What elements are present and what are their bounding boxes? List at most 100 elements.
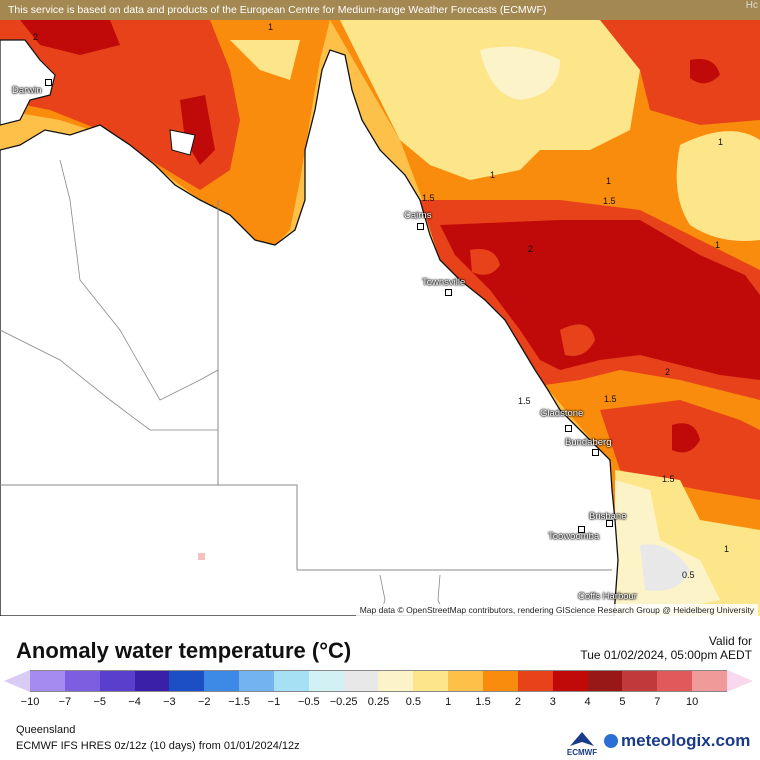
contour-label: 2 xyxy=(665,367,671,377)
colorbar-swatch xyxy=(552,671,588,691)
valid-time: Tue 01/02/2024, 05:00pm AEDT xyxy=(580,648,752,662)
region-name: Queensland xyxy=(16,724,76,736)
data-source-banner: This service is based on data and produc… xyxy=(0,0,760,20)
colorbar-swatch xyxy=(99,671,135,691)
anomaly-zone-gulf-3b xyxy=(180,95,215,165)
colorbar-swatch xyxy=(273,671,309,691)
contour-label: 1 xyxy=(724,544,730,554)
colorbar xyxy=(30,670,727,692)
colorbar-swatch xyxy=(30,671,65,691)
colorbar-tick-label: 4 xyxy=(584,696,591,708)
colorbar-swatch xyxy=(657,671,693,691)
contour-label: 1.5 xyxy=(518,396,531,406)
anomaly-zone-3 xyxy=(440,220,760,380)
valid-label: Valid for xyxy=(708,634,752,648)
contour-label: 1 xyxy=(490,170,496,180)
anomaly-zone-3-ne xyxy=(690,59,720,84)
city-dot-townsville xyxy=(445,289,452,296)
contour-label: 2 xyxy=(33,32,39,42)
colorbar-tick-label: 7 xyxy=(654,696,661,708)
city-label-brisbane[interactable]: Brisbane xyxy=(589,511,627,522)
anomaly-zone-2-ne xyxy=(600,20,760,125)
anomaly-zone-gulf-pale xyxy=(230,40,300,80)
ecmwf-label: ECMWF xyxy=(566,748,598,757)
contour-label: 1.5 xyxy=(422,193,435,203)
contour-label: 1 xyxy=(606,176,612,186)
colorbar-swatch xyxy=(448,671,483,691)
contour-label: 1.5 xyxy=(662,474,675,484)
colorbar-tick-label: −3 xyxy=(163,696,176,708)
anomaly-zone-gulf-3 xyxy=(20,20,120,55)
city-label-townsville[interactable]: Townsville xyxy=(422,277,466,288)
legend-title: Anomaly water temperature (°C) xyxy=(16,638,352,663)
groote-island xyxy=(169,129,196,156)
colorbar-swatch xyxy=(204,671,240,691)
colorbar-arrow-right xyxy=(727,670,753,692)
colorbar-tick-label: −7 xyxy=(58,696,72,708)
contour-label: 1 xyxy=(268,22,274,32)
colorbar-swatch xyxy=(343,671,379,691)
colorbar-tick-label: 0.25 xyxy=(367,696,390,708)
colorbar-tick-label: −5 xyxy=(93,696,106,708)
model-info: ECMWF IFS HRES 0z/12z (10 days) from 01/… xyxy=(16,740,300,752)
city-dot-cairns xyxy=(417,223,424,230)
colorbar-swatch xyxy=(622,671,658,691)
anomaly-zone-2-inner xyxy=(560,324,595,356)
small-marker xyxy=(198,553,205,560)
sa-qld-border xyxy=(0,484,298,570)
colorbar-arrow-left xyxy=(4,670,30,692)
darwin-landmass xyxy=(0,39,56,126)
colorbar-swatch xyxy=(587,671,623,691)
colorbar-tick-label: −0.5 xyxy=(297,696,320,708)
contour-label: 1.5 xyxy=(604,394,617,404)
colorbar-swatch xyxy=(64,671,100,691)
city-dot-bundaberg xyxy=(592,449,599,456)
colorbar-tick-label: 3 xyxy=(549,696,556,708)
contour-label: 1 xyxy=(715,240,721,250)
ecmwf-logo-icon xyxy=(570,732,594,746)
colorbar-tick-label: −2 xyxy=(197,696,211,708)
colorbar-tick-label: −0.25 xyxy=(329,696,358,708)
australia-landmass xyxy=(0,49,619,616)
city-label-coffs-harbour[interactable]: Coffs Harbour xyxy=(578,591,637,602)
colorbar-tick-label: 1 xyxy=(445,696,452,708)
anomaly-zone-neutral xyxy=(640,544,690,591)
city-dot-brisbane xyxy=(606,520,613,527)
city-label-darwin[interactable]: Darwin xyxy=(12,85,42,96)
anomaly-zone-0-5-1 xyxy=(340,20,640,180)
contour-label: 2 xyxy=(528,244,534,254)
meteologix-logo[interactable]: meteologix.com xyxy=(604,731,750,751)
city-dot-toowoomba xyxy=(578,526,585,533)
anomaly-zone-2-inner-b xyxy=(470,249,500,275)
colorbar-swatch xyxy=(239,671,274,691)
colorbar-tick-label: 5 xyxy=(619,696,626,708)
colorbar-swatch xyxy=(692,671,727,691)
anomaly-zone-east xyxy=(676,131,760,241)
contour-label: 1.5 xyxy=(603,196,616,206)
anomaly-zone-south-pale xyxy=(615,480,720,616)
colorbar-tick-label: 1.5 xyxy=(475,696,491,708)
corner-mark: Hc xyxy=(745,0,758,11)
colorbar-swatch xyxy=(482,671,518,691)
anomaly-zone-0-25 xyxy=(480,46,560,100)
colorbar-tick-label: −1 xyxy=(267,696,281,708)
city-label-toowoomba[interactable]: Toowoomba xyxy=(548,531,600,542)
city-label-gladstone[interactable]: Gladstone xyxy=(540,408,584,419)
colorbar-swatch xyxy=(517,671,553,691)
anomaly-map-svg xyxy=(0,0,760,616)
colorbar-swatch xyxy=(413,671,449,691)
meteologix-globe-icon xyxy=(604,734,618,748)
contour-label: 0.5 xyxy=(682,570,695,580)
colorbar-tick-label: −4 xyxy=(128,696,141,708)
colorbar-tick-label: −1.5 xyxy=(228,696,250,708)
meteologix-brand: meteologix.com xyxy=(621,731,751,750)
map-canvas[interactable]: This service is based on data and produc… xyxy=(0,0,760,616)
map-attribution[interactable]: Map data © OpenStreetMap contributors, r… xyxy=(355,604,758,616)
region-border-a xyxy=(59,159,219,401)
city-dot-gladstone xyxy=(565,425,572,432)
region-border-b xyxy=(0,329,218,431)
city-dot-darwin xyxy=(45,79,52,86)
city-label-cairns[interactable]: Cairns xyxy=(404,210,432,221)
city-label-bundaberg[interactable]: Bundaberg xyxy=(565,437,612,448)
colorbar-swatch xyxy=(134,671,170,691)
